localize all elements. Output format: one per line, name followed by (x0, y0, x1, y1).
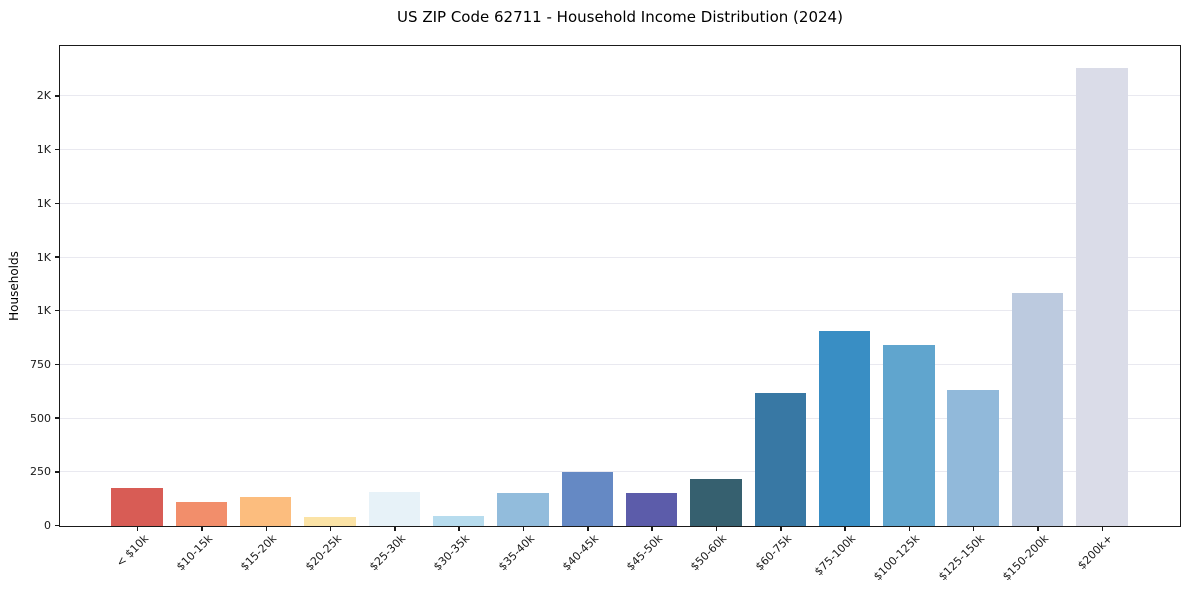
x-tick-label: < $10k (113, 532, 151, 570)
x-tick-label: $45-50k (624, 532, 666, 574)
bar-$30-35k (432, 516, 485, 526)
plot-area (59, 45, 1181, 527)
y-tick-mark (55, 256, 59, 258)
y-tick-label: 0 (44, 519, 51, 532)
x-tick-mark (1101, 527, 1104, 531)
x-tick-label: $15-20k (238, 532, 280, 574)
y-tick-mark (55, 363, 59, 366)
x-tick-mark (651, 527, 653, 531)
y-tick-label: 1K (36, 250, 51, 264)
x-tick-label: $125-150k (935, 532, 987, 584)
x-tick-label: $10-15k (173, 532, 216, 574)
bar-$200k+ (1076, 68, 1128, 526)
y-tick-mark (55, 524, 59, 527)
bar-$35-40k (497, 492, 549, 526)
bar-$20-25k (304, 517, 356, 526)
chart-title: US ZIP Code 62711 - Household Income Dis… (397, 8, 843, 26)
bar-$25-30k (368, 491, 421, 526)
x-tick-label: $60-75k (752, 532, 794, 574)
y-tick-label: 1K (36, 143, 51, 157)
bar-$125-150k (947, 389, 999, 526)
x-tick-label: $75-100k (812, 532, 859, 579)
x-tick-mark (972, 527, 975, 531)
x-tick-label: $20-25k (302, 532, 344, 574)
x-tick-label: $200k+ (1075, 532, 1116, 573)
y-tick-label: 2K (36, 89, 51, 103)
gridline (60, 149, 1180, 151)
x-tick-label: $150-200k (1000, 532, 1052, 584)
y-tick-mark (55, 148, 59, 151)
bar-$50-60k (690, 478, 742, 526)
bar-$60-75k (754, 392, 806, 526)
y-tick-label: 1K (36, 196, 51, 210)
gridline (60, 417, 1180, 419)
y-tick-mark (55, 471, 59, 473)
x-tick-mark (844, 527, 846, 531)
x-tick-mark (265, 527, 268, 531)
x-tick-mark (715, 527, 718, 531)
bar-< $10k (111, 488, 163, 526)
y-tick-label: 1K (36, 304, 51, 318)
gridline (60, 202, 1180, 204)
x-tick-mark (136, 527, 139, 531)
bar-$45-50k (625, 492, 678, 526)
gridline (60, 471, 1180, 473)
x-tick-label: $50-60k (688, 532, 730, 574)
y-tick-label: 500 (30, 411, 51, 425)
x-tick-label: $100-125k (871, 532, 923, 584)
x-tick-mark (1037, 527, 1039, 531)
y-tick-label: 250 (30, 465, 51, 479)
x-tick-mark (201, 527, 203, 531)
x-tick-label: $25-30k (366, 532, 409, 574)
x-tick-label: $30-35k (431, 532, 473, 574)
bar-$15-20k (240, 497, 292, 526)
gridline (60, 256, 1180, 258)
bar-$75-100k (818, 330, 871, 526)
x-tick-label: $35-40k (495, 532, 537, 574)
bar-$10-15k (175, 502, 228, 526)
bar-$100-125k (883, 344, 935, 526)
bar-$40-45k (561, 472, 614, 526)
gridline (60, 363, 1180, 365)
x-tick-mark (329, 527, 332, 531)
x-tick-mark (587, 527, 589, 531)
x-tick-mark (458, 527, 460, 531)
x-tick-label: $40-45k (559, 532, 602, 574)
gridline (60, 95, 1180, 97)
bar-$150-200k (1011, 292, 1064, 526)
y-tick-mark (55, 202, 59, 205)
gridline (60, 310, 1180, 312)
y-tick-mark (55, 417, 59, 419)
x-tick-mark (908, 527, 911, 531)
y-tick-mark (55, 309, 59, 312)
x-tick-mark (522, 527, 525, 531)
x-tick-mark (394, 527, 396, 531)
x-tick-mark (780, 527, 782, 531)
y-tick-label: 750 (30, 357, 51, 371)
y-tick-mark (55, 95, 59, 97)
